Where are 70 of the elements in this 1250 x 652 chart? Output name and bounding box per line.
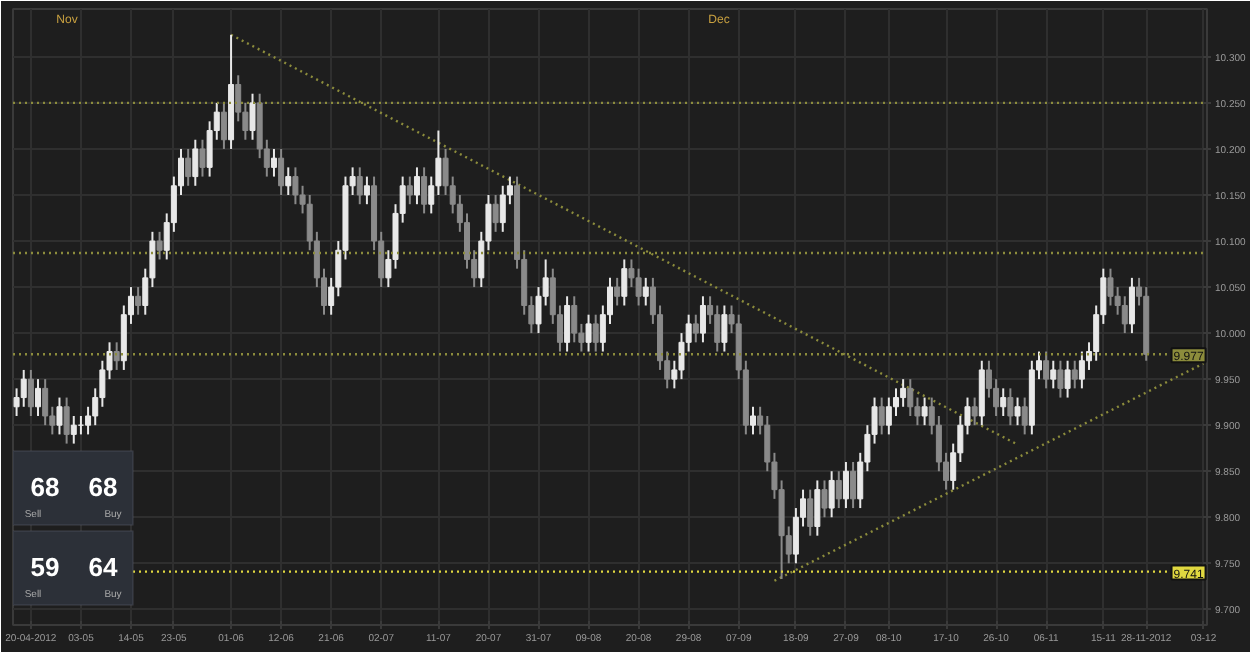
candlestick <box>249 92 256 141</box>
candlestick <box>421 166 428 215</box>
candlestick <box>1021 396 1028 436</box>
candlestick <box>406 175 413 206</box>
candlestick <box>185 147 192 187</box>
candlestick <box>842 461 849 510</box>
candlestick <box>692 313 699 344</box>
candlestick <box>292 166 299 206</box>
candlestick <box>1121 295 1128 335</box>
candlestick <box>821 479 828 519</box>
candlestick <box>492 194 499 233</box>
candlestick <box>270 147 277 178</box>
candlestick <box>363 175 370 206</box>
candlestick <box>592 313 599 353</box>
candlestick <box>499 184 506 233</box>
candlestick <box>807 488 814 537</box>
candlestick <box>1043 350 1050 390</box>
candlestick <box>1078 350 1085 390</box>
candlestick <box>614 276 621 307</box>
candlestick <box>192 138 199 187</box>
candlestick <box>156 230 163 261</box>
candlestick <box>749 405 756 436</box>
candlestick <box>56 396 63 436</box>
candlestick <box>978 359 985 427</box>
annotation: 59 <box>30 552 60 582</box>
candlestick <box>1107 267 1114 307</box>
candlestick <box>900 378 907 408</box>
candlestick <box>1014 396 1021 427</box>
candlestick <box>1064 359 1071 399</box>
candlestick <box>714 304 721 353</box>
candlestick <box>1000 387 1007 417</box>
candlestick <box>63 396 70 445</box>
candlestick <box>135 286 142 316</box>
candlestick <box>571 295 578 344</box>
candlestick <box>971 396 978 427</box>
candlestick <box>850 461 857 510</box>
candlestick <box>814 479 821 537</box>
candlestick <box>199 138 206 178</box>
candlestick <box>35 378 42 417</box>
candlestick <box>1050 359 1057 390</box>
candlestick <box>621 258 628 307</box>
candlestick <box>907 378 914 417</box>
candlestick <box>1007 387 1014 427</box>
candlestick <box>285 166 292 196</box>
annotation: 68 <box>30 472 60 502</box>
candlestick <box>413 166 420 206</box>
annotation: 64 <box>88 552 119 582</box>
candlestick <box>699 295 706 344</box>
candlestick <box>27 368 34 417</box>
candlestick <box>1128 276 1135 335</box>
candlestick <box>885 396 892 436</box>
candlestick <box>220 101 227 150</box>
candlestick <box>70 414 77 445</box>
candlestick <box>42 378 49 427</box>
candlestick <box>921 396 928 427</box>
candlestick <box>1071 359 1078 390</box>
candlestick <box>835 470 842 510</box>
candlestick <box>585 313 592 353</box>
candlestick <box>564 295 571 353</box>
candlestick <box>113 341 120 371</box>
annotation: 68 <box>88 472 118 502</box>
candlestick <box>1057 359 1064 399</box>
candlestick <box>635 267 642 307</box>
candlestick <box>878 396 885 436</box>
candlestick <box>278 147 285 196</box>
candlestick <box>721 304 728 353</box>
candlestick <box>20 368 27 408</box>
candlestick <box>356 166 363 206</box>
candlestick <box>828 470 835 519</box>
candlestick <box>642 276 649 307</box>
